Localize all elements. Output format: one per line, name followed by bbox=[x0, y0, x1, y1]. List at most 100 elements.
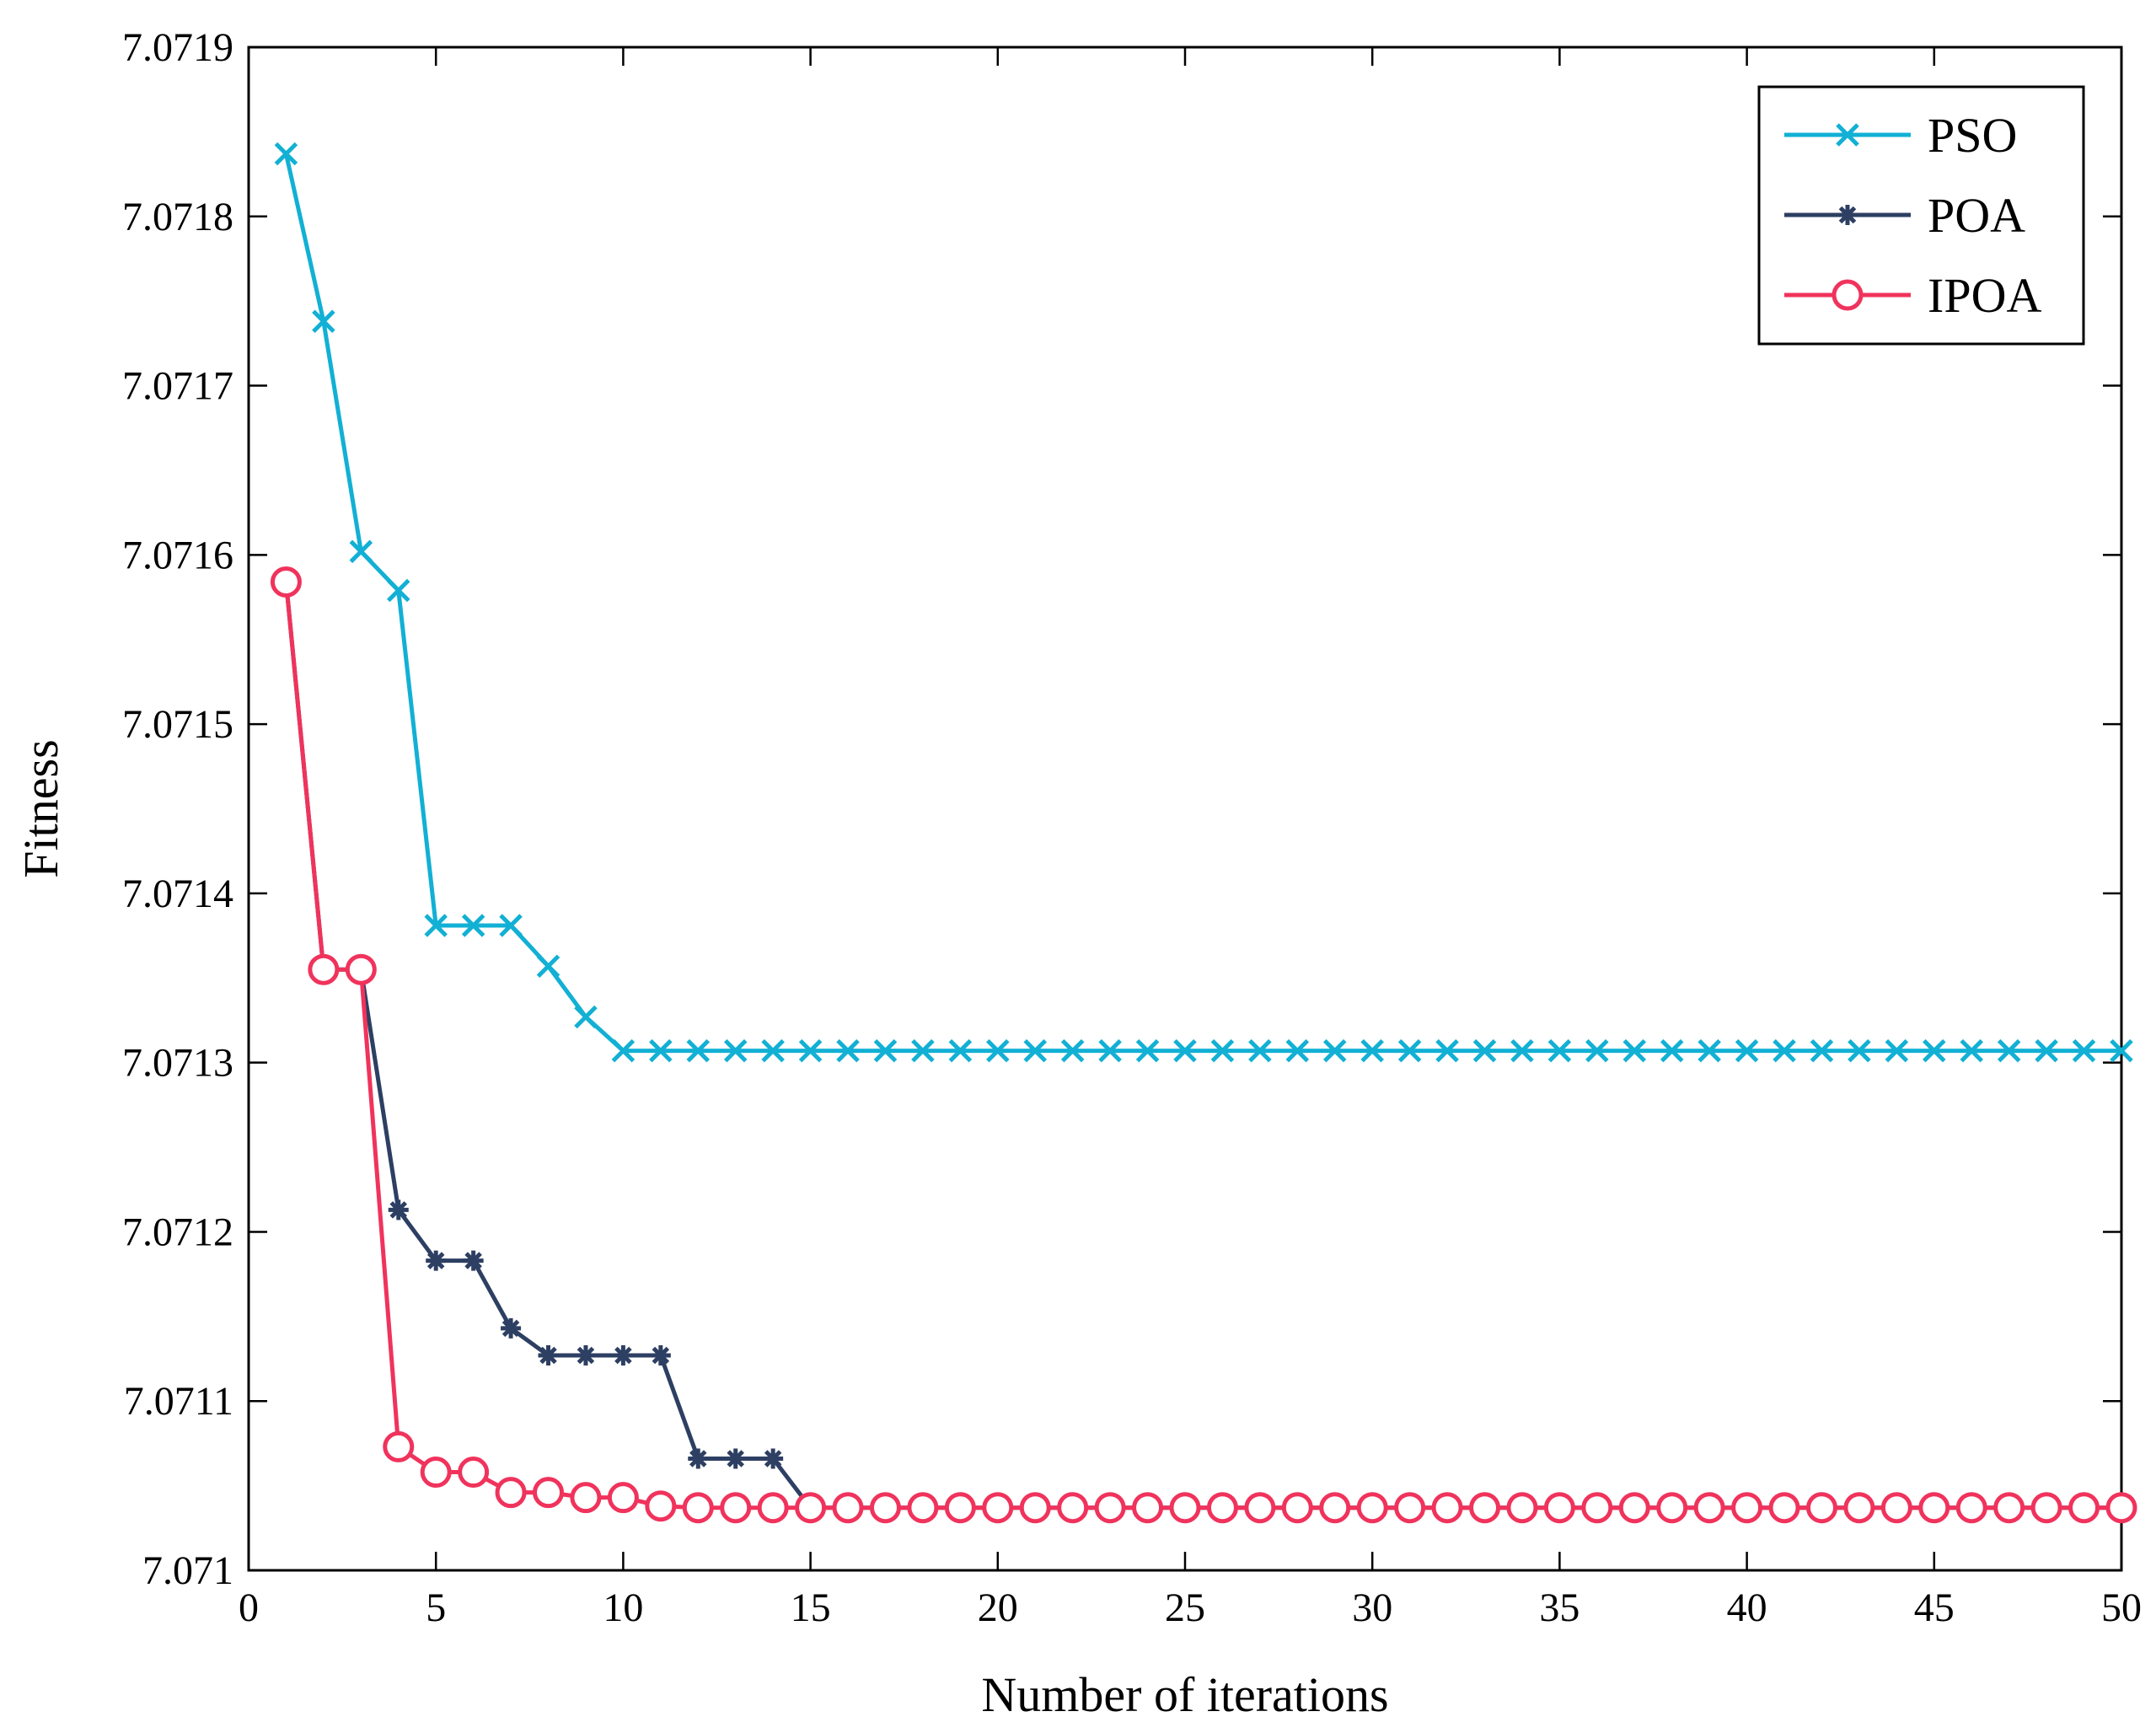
data-point-ipoa bbox=[1955, 1492, 1987, 1524]
data-point-ipoa bbox=[1731, 1492, 1763, 1524]
x-tick-label: 30 bbox=[1352, 1585, 1392, 1630]
data-point-pso bbox=[1848, 1038, 1871, 1063]
data-point-poa bbox=[388, 1199, 409, 1221]
data-point-ipoa bbox=[533, 1477, 565, 1509]
data-point-poa bbox=[763, 1448, 784, 1469]
data-point-ipoa bbox=[2068, 1492, 2100, 1524]
data-point-ipoa bbox=[720, 1492, 752, 1524]
data-point-ipoa bbox=[1169, 1492, 1201, 1524]
y-tick-label: 7.0711 bbox=[124, 1379, 233, 1424]
data-point-pso bbox=[1360, 1038, 1384, 1063]
data-point-pso bbox=[386, 578, 410, 603]
data-point-ipoa bbox=[1918, 1492, 1950, 1524]
data-point-ipoa bbox=[1993, 1492, 2025, 1524]
data-point-ipoa bbox=[1356, 1492, 1388, 1524]
data-point-pso bbox=[1023, 1038, 1048, 1063]
x-tick-label: 35 bbox=[1539, 1585, 1579, 1630]
data-point-pso bbox=[1773, 1038, 1796, 1063]
data-point-ipoa bbox=[1843, 1492, 1875, 1524]
data-point-poa bbox=[688, 1448, 709, 1469]
data-point-pso bbox=[1622, 1038, 1647, 1063]
data-point-pso bbox=[424, 914, 448, 937]
data-point-pso bbox=[986, 1038, 1010, 1063]
y-tick-label: 7.071 bbox=[142, 1548, 233, 1593]
data-point-ipoa bbox=[1206, 1492, 1238, 1524]
legend-marker-ipoa bbox=[1832, 279, 1864, 311]
data-point-pso bbox=[274, 142, 298, 166]
x-tick-label: 10 bbox=[603, 1585, 643, 1630]
data-point-ipoa bbox=[944, 1492, 976, 1524]
y-tick-label: 7.0712 bbox=[122, 1210, 233, 1254]
data-point-ipoa bbox=[757, 1492, 789, 1524]
data-point-pso bbox=[1810, 1038, 1834, 1063]
data-point-pso bbox=[1098, 1038, 1122, 1063]
x-tick-label: 15 bbox=[791, 1585, 831, 1630]
data-point-pso bbox=[1885, 1038, 1909, 1063]
data-point-ipoa bbox=[2030, 1492, 2062, 1524]
x-tick-label: 0 bbox=[239, 1585, 259, 1630]
data-point-pso bbox=[536, 954, 560, 978]
data-point-poa bbox=[501, 1317, 522, 1339]
y-tick-label: 7.0714 bbox=[122, 872, 233, 916]
data-point-ipoa bbox=[1768, 1492, 1800, 1524]
y-tick-label: 7.0719 bbox=[122, 25, 233, 70]
data-point-pso bbox=[649, 1038, 673, 1063]
data-point-pso bbox=[1322, 1038, 1347, 1063]
legend-marker-poa bbox=[1837, 205, 1858, 225]
data-point-ipoa bbox=[1880, 1492, 1912, 1524]
data-point-ipoa bbox=[1281, 1492, 1313, 1524]
data-point-poa bbox=[426, 1250, 447, 1271]
data-point-ipoa bbox=[1693, 1492, 1725, 1524]
data-point-ipoa bbox=[1132, 1492, 1164, 1524]
data-point-poa bbox=[463, 1250, 484, 1271]
data-point-pso bbox=[761, 1038, 785, 1063]
data-point-ipoa bbox=[869, 1492, 901, 1524]
legend-label-poa: POA bbox=[1928, 188, 2025, 243]
data-point-poa bbox=[725, 1448, 746, 1469]
data-point-pso bbox=[1547, 1038, 1572, 1063]
data-point-pso bbox=[1735, 1038, 1759, 1063]
data-point-poa bbox=[575, 1345, 596, 1366]
data-point-ipoa bbox=[795, 1492, 827, 1524]
y-tick-label: 7.0716 bbox=[122, 533, 233, 577]
x-tick-label: 5 bbox=[426, 1585, 446, 1630]
data-point-ipoa bbox=[458, 1457, 490, 1489]
data-point-pso bbox=[2072, 1038, 2096, 1063]
data-point-ipoa bbox=[1244, 1492, 1276, 1524]
data-point-ipoa bbox=[308, 953, 340, 985]
data-point-poa bbox=[650, 1345, 671, 1366]
data-point-pso bbox=[873, 1038, 898, 1063]
data-point-pso bbox=[1173, 1038, 1197, 1063]
data-point-ipoa bbox=[1057, 1492, 1089, 1524]
data-point-pso bbox=[1135, 1038, 1160, 1063]
data-point-ipoa bbox=[907, 1492, 939, 1524]
data-point-pso bbox=[1960, 1038, 1984, 1063]
data-point-pso bbox=[1397, 1038, 1422, 1063]
data-point-pso bbox=[461, 914, 485, 937]
data-point-pso bbox=[1285, 1038, 1310, 1063]
data-point-pso bbox=[611, 1038, 636, 1063]
data-point-pso bbox=[1660, 1038, 1684, 1063]
legend-marker-pso bbox=[1836, 123, 1859, 147]
data-point-pso bbox=[349, 539, 373, 564]
data-point-ipoa bbox=[270, 566, 302, 598]
series-pso bbox=[274, 142, 2133, 1063]
data-point-ipoa bbox=[570, 1482, 602, 1514]
legend-label-ipoa: IPOA bbox=[1928, 268, 2041, 323]
data-point-ipoa bbox=[1431, 1492, 1463, 1524]
data-point-ipoa bbox=[607, 1482, 639, 1514]
data-point-pso bbox=[948, 1038, 973, 1063]
data-point-ipoa bbox=[645, 1490, 677, 1522]
x-tick-label: 20 bbox=[978, 1585, 1018, 1630]
data-point-pso bbox=[1472, 1038, 1497, 1063]
data-point-pso bbox=[836, 1038, 860, 1063]
data-point-ipoa bbox=[383, 1430, 415, 1462]
data-point-ipoa bbox=[1094, 1492, 1126, 1524]
data-point-pso bbox=[1697, 1038, 1721, 1063]
data-point-pso bbox=[574, 1005, 598, 1029]
data-point-pso bbox=[2035, 1038, 2058, 1063]
x-axis-title: Number of iterations bbox=[981, 1667, 1388, 1722]
series-layer bbox=[270, 142, 2137, 1524]
data-point-ipoa bbox=[1319, 1492, 1351, 1524]
data-point-ipoa bbox=[1805, 1492, 1837, 1524]
